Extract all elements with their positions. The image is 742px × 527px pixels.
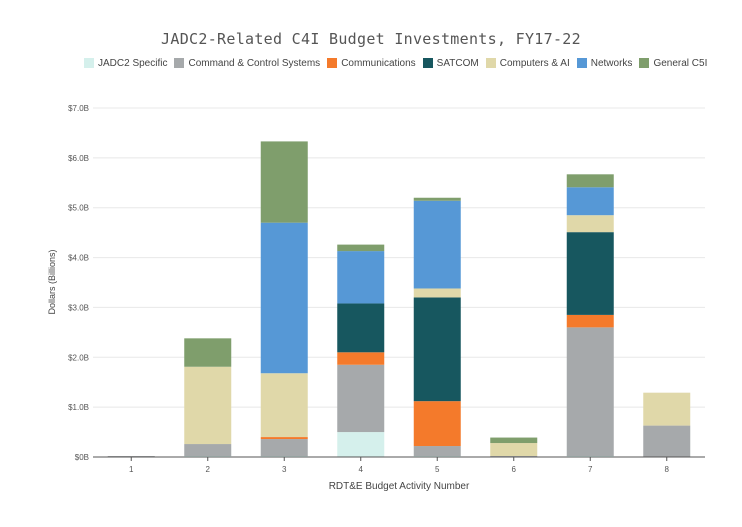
- y-tick-label: $6.0B: [68, 154, 89, 163]
- bar-segment-general-c5i-5: [413, 197, 461, 201]
- legend-item-computers-ai: Computers & AI: [485, 57, 570, 69]
- bar-segment-satcom-5: [413, 297, 461, 402]
- bar-segment-computers-ai-3: [260, 373, 308, 438]
- y-tick-label: $1.0B: [68, 403, 89, 412]
- bar-segment-computers-ai-6: [490, 443, 538, 457]
- x-tick-label: 2: [206, 465, 211, 474]
- x-tick-label: 3: [282, 465, 287, 474]
- bar-segment-general-c5i-4: [337, 244, 385, 252]
- bar-segment-command-control-systems-5: [413, 446, 461, 457]
- x-tick-label: 8: [665, 465, 670, 474]
- bar-segment-communications-5: [413, 401, 461, 447]
- bar-segment-general-c5i-7: [566, 174, 614, 188]
- legend-label: Computers & AI: [499, 57, 570, 69]
- y-tick-label: $2.0B: [68, 353, 89, 362]
- y-tick-label: $5.0B: [68, 204, 89, 213]
- legend-swatch: [485, 58, 496, 68]
- bar-segment-command-control-systems-2: [184, 444, 232, 457]
- bar-segment-jadc2-specific-4: [337, 432, 385, 457]
- y-tick-label: $0B: [75, 453, 89, 462]
- legend-item-communications: Communications: [327, 57, 416, 69]
- bar-segment-networks-4: [337, 251, 385, 304]
- bar-segment-general-c5i-3: [260, 141, 308, 223]
- x-tick-label: 4: [359, 465, 364, 474]
- bar-segment-computers-ai-2: [184, 366, 232, 445]
- legend-item-command-control-systems: Command & Control Systems: [174, 58, 320, 69]
- legend-item-general-c5i: General C5I: [639, 58, 707, 69]
- y-axis-label: Dollars (Billions): [47, 249, 57, 314]
- bar-segment-networks-3: [260, 222, 308, 374]
- legend-swatch: [84, 58, 94, 68]
- legend-label: General C5I: [653, 57, 708, 69]
- bar-segment-general-c5i-6: [490, 437, 538, 444]
- bar-segment-satcom-7: [566, 232, 614, 315]
- x-tick-label: 7: [588, 465, 593, 474]
- legend-label: JADC2 Specific: [98, 57, 168, 69]
- bar-segment-general-c5i-2: [184, 338, 232, 367]
- bar-segment-computers-ai-7: [566, 215, 614, 233]
- x-axis-label: RDT&E Budget Activity Number: [329, 481, 470, 492]
- chart-title: JADC2-Related C4I Budget Investments, FY…: [161, 30, 581, 48]
- y-tick-label: $3.0B: [68, 303, 89, 312]
- legend-swatch: [422, 58, 433, 68]
- legend-label: SATCOM: [436, 57, 479, 69]
- legend-item-jadc2-specific: JADC2 Specific: [84, 58, 167, 69]
- bar-segment-satcom-4: [337, 303, 385, 353]
- y-tick-label: $7.0B: [68, 104, 89, 113]
- legend-swatch: [327, 58, 338, 68]
- legend-swatch: [174, 58, 185, 68]
- legend-label: Networks: [590, 57, 633, 69]
- legend: JADC2 Specific Command & Control Systems C…: [84, 56, 714, 70]
- legend-item-satcom: SATCOM: [422, 57, 479, 69]
- bar-segment-communications-7: [566, 314, 614, 328]
- x-tick-label: 1: [129, 465, 134, 474]
- bar-segment-communications-3: [260, 437, 308, 440]
- legend-swatch: [639, 58, 650, 68]
- bar-segment-computers-ai-8: [643, 392, 691, 426]
- bar-segment-command-control-systems-7: [566, 327, 614, 457]
- bar-segment-command-control-systems-8: [643, 425, 691, 457]
- legend-label: Command & Control Systems: [188, 57, 321, 69]
- legend-swatch: [576, 58, 587, 68]
- legend-label: Communications: [341, 57, 416, 69]
- bar-segment-networks-7: [566, 187, 614, 216]
- bar-segment-communications-4: [337, 352, 385, 365]
- bar-segment-command-control-systems-3: [260, 439, 308, 457]
- bar-segment-command-control-systems-4: [337, 364, 385, 433]
- x-tick-label: 5: [435, 465, 440, 474]
- bar-segment-computers-ai-5: [413, 288, 461, 298]
- legend-item-networks: Networks: [576, 57, 633, 69]
- y-tick-label: $4.0B: [68, 254, 89, 263]
- bar-segment-networks-5: [413, 200, 461, 289]
- x-tick-label: 6: [512, 465, 517, 474]
